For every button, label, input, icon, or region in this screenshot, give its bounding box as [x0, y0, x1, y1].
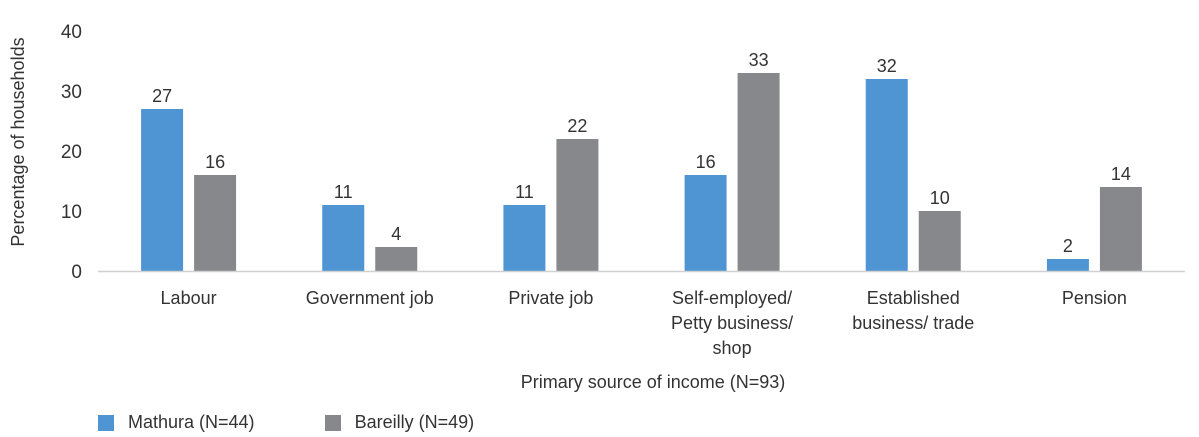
category-label: Established business/ trade: [852, 288, 974, 333]
data-label: 2: [1063, 236, 1073, 256]
data-labels: 27 11 11 16 32 2 16 4 22 33 10 14: [152, 50, 1131, 256]
category-label-line: Labour: [161, 288, 217, 308]
data-label: 11: [334, 182, 353, 202]
data-label: 14: [1111, 164, 1131, 184]
bar: [194, 175, 237, 271]
bar: [918, 211, 961, 271]
bar: [737, 73, 780, 271]
legend-label-mathura: Mathura (N=44): [128, 412, 255, 432]
data-label: 16: [696, 152, 716, 172]
data-label: 11: [515, 182, 534, 202]
y-axis-ticks: 0 10 20 30 40: [61, 22, 82, 283]
category-label: Pension: [1062, 288, 1127, 308]
data-label: 16: [205, 152, 225, 172]
data-label: 32: [877, 56, 897, 76]
category-label-line: Petty business/: [671, 313, 793, 333]
data-label: 33: [749, 50, 769, 70]
x-axis-title: Primary source of income (N=93): [521, 372, 786, 392]
category-label-line: Pension: [1062, 288, 1127, 308]
category-label-line: business/ trade: [852, 313, 974, 333]
data-label: 27: [152, 86, 172, 106]
bar: [684, 175, 727, 271]
y-tick-label: 40: [61, 22, 82, 43]
bars: [141, 73, 1142, 271]
category-label-line: Established: [867, 288, 960, 308]
legend-item-bareilly: Bareilly (N=49): [324, 412, 475, 433]
bar: [375, 247, 418, 271]
legend: Mathura (N=44) Bareilly (N=49): [98, 412, 474, 433]
bar: [503, 205, 546, 271]
y-tick-label: 30: [61, 82, 82, 103]
bar: [865, 79, 908, 271]
y-tick-label: 0: [71, 262, 82, 283]
legend-item-mathura: Mathura (N=44): [98, 412, 255, 433]
legend-swatch-mathura: [98, 414, 114, 431]
legend-swatch-bareilly: [324, 414, 341, 431]
data-label: 10: [930, 188, 950, 208]
category-label: Self-employed/Petty business/shop: [671, 288, 793, 358]
category-labels: Labour Government job Private job Self-empl…: [161, 288, 1127, 358]
y-tick-label: 10: [61, 202, 82, 223]
bar: [141, 109, 184, 271]
category-label-line: Self-employed/: [672, 288, 792, 308]
category-label-line: Government job: [306, 288, 434, 308]
category-label-line: Private job: [508, 288, 593, 308]
category-label: Private job: [508, 288, 593, 308]
y-axis-title: Percentage of households: [8, 37, 28, 246]
bar: [556, 139, 599, 271]
data-label: 4: [391, 224, 401, 244]
bar: [1046, 259, 1089, 271]
bar: [322, 205, 365, 271]
legend-label-bareilly: Bareilly (N=49): [354, 412, 475, 432]
category-label: Labour: [161, 288, 217, 308]
category-label: Government job: [306, 288, 434, 308]
bar: [1099, 187, 1142, 271]
category-label-line: shop: [713, 338, 752, 358]
data-label: 22: [567, 116, 587, 136]
y-tick-label: 20: [61, 142, 82, 163]
